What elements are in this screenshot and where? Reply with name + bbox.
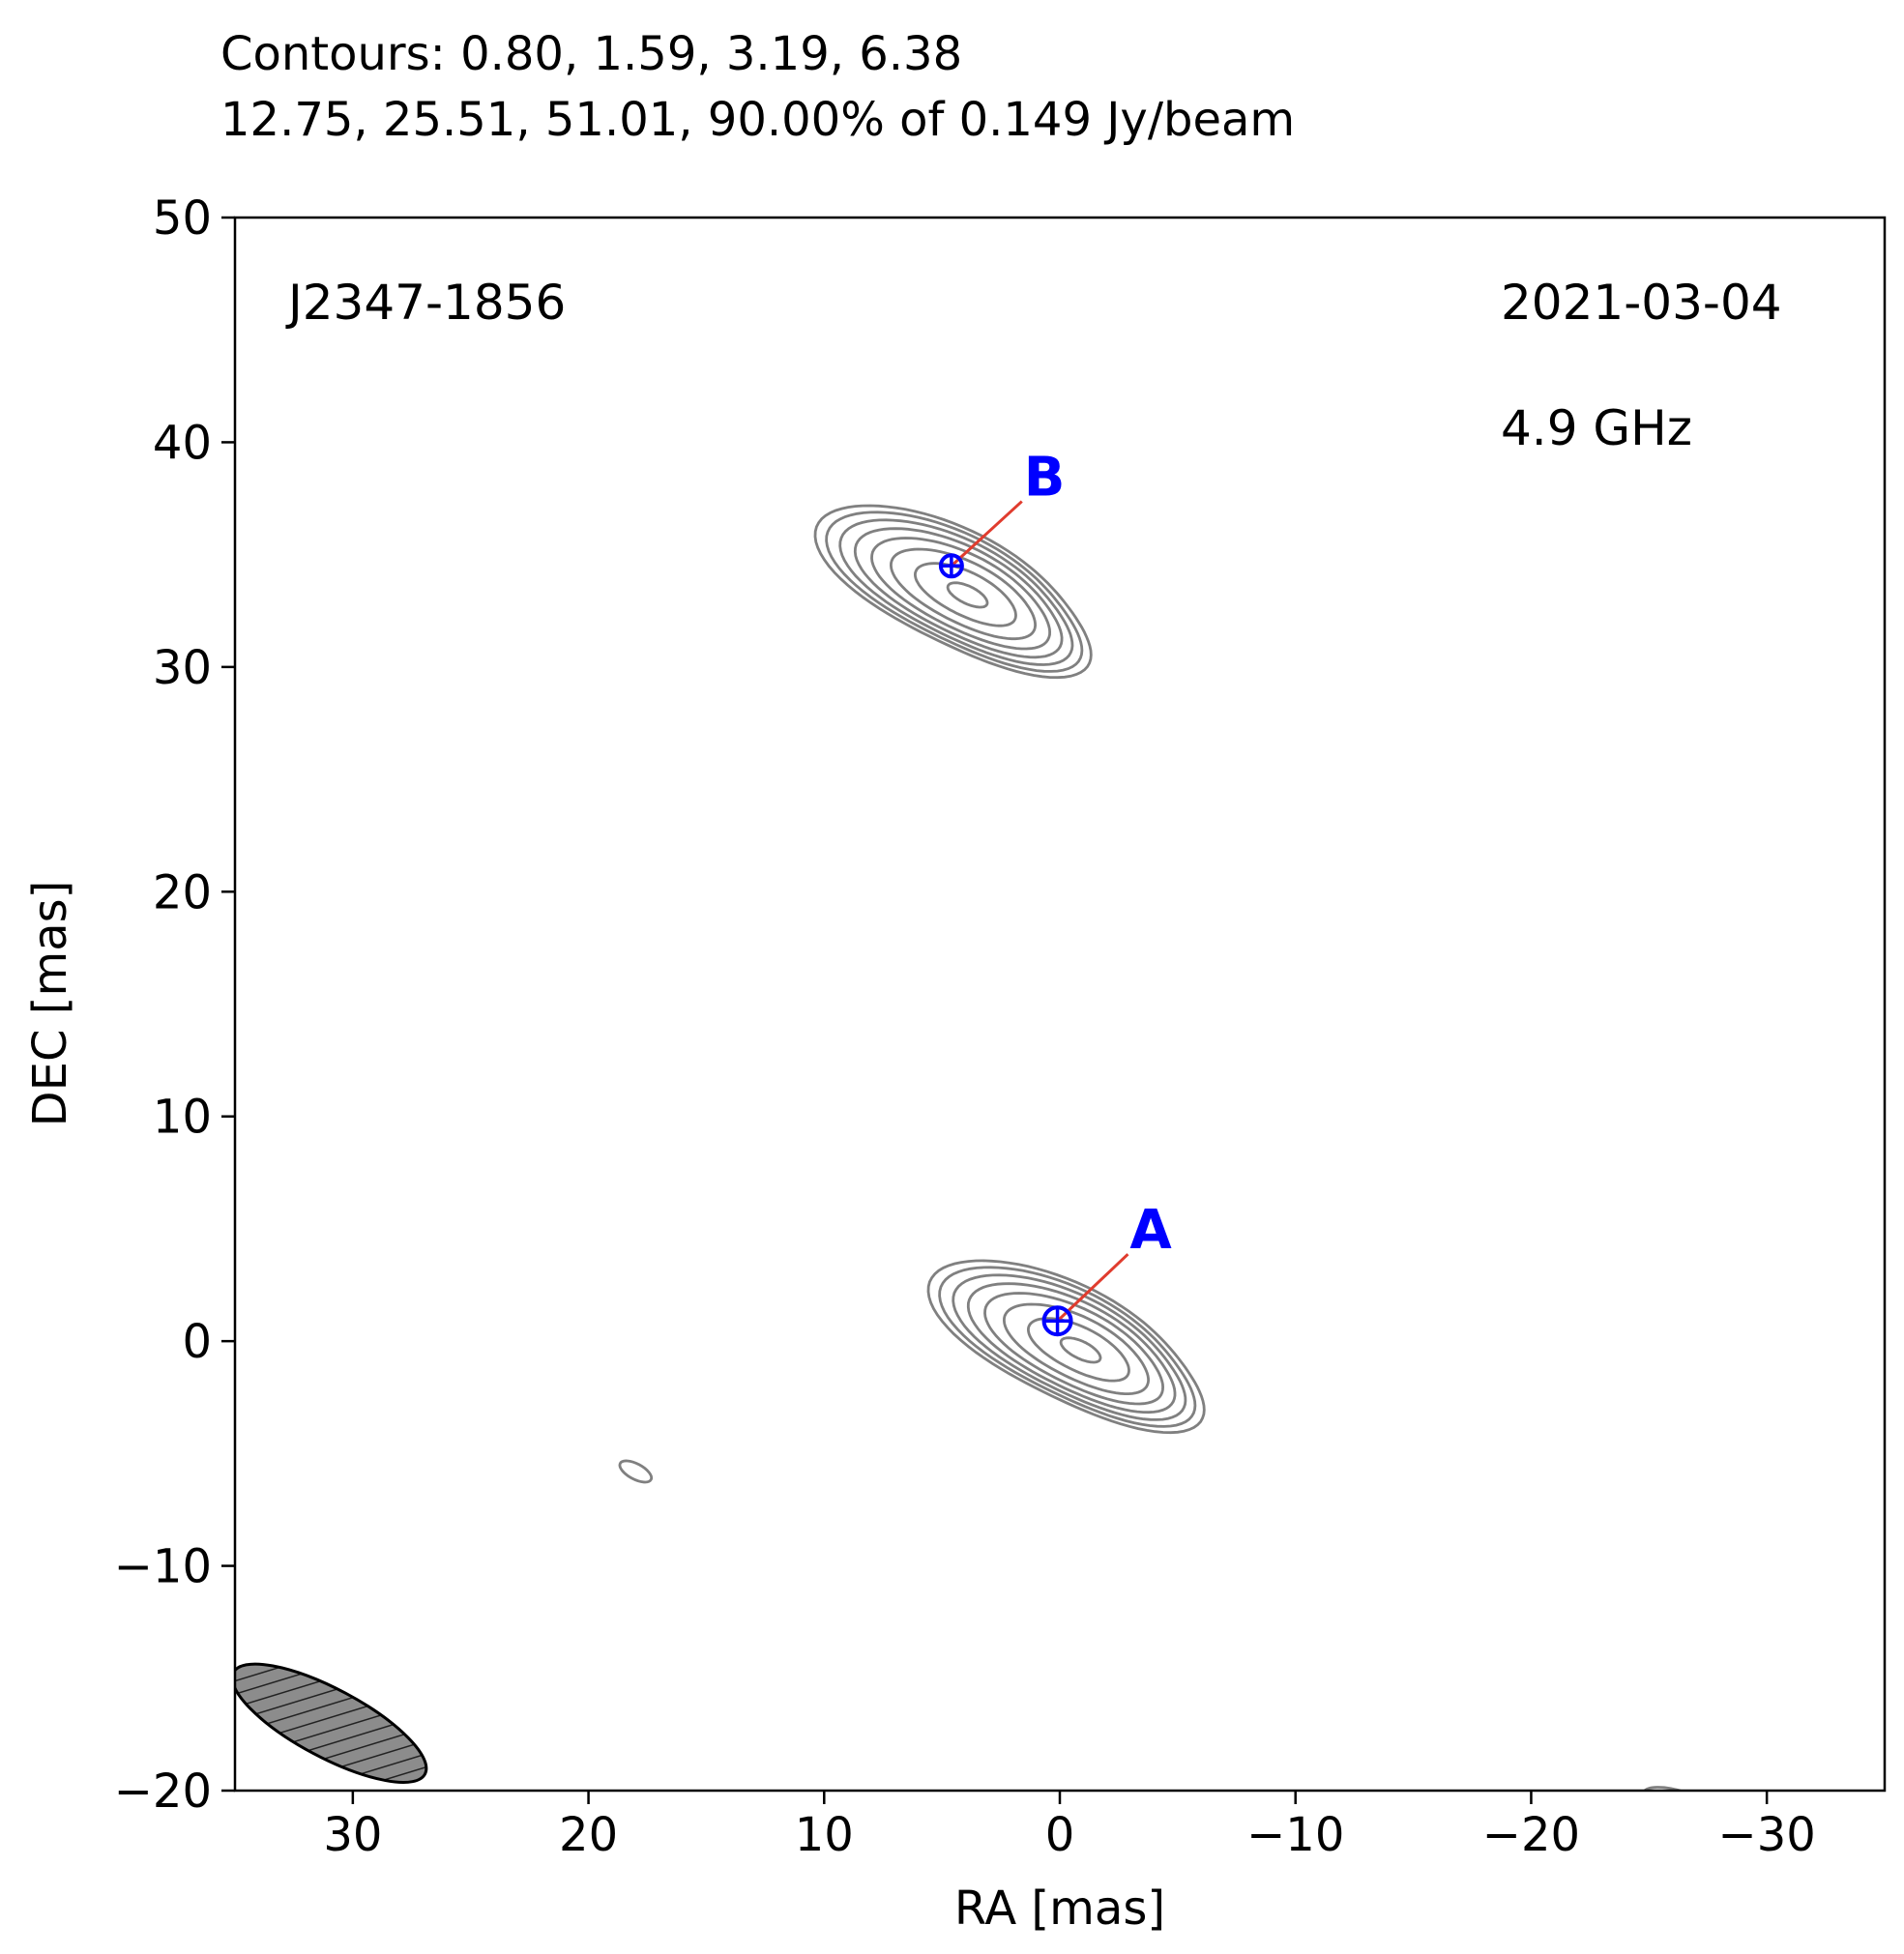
y-tick-label: −20 <box>114 1764 212 1819</box>
y-tick-label: 0 <box>182 1315 212 1369</box>
y-tick-label: −10 <box>114 1540 212 1594</box>
y-axis-label: DEC [mas] <box>23 881 77 1127</box>
contour-level-8 <box>946 581 989 609</box>
contour-level-6 <box>1002 1302 1151 1395</box>
y-tick-label: 40 <box>153 416 212 470</box>
noise-contour <box>1641 1786 1719 1791</box>
component-connector-line <box>950 500 1023 568</box>
contour-level-1 <box>813 504 1093 680</box>
contour-level-8 <box>1059 1336 1102 1364</box>
plot-frame <box>233 216 1887 1793</box>
y-tick-label: 30 <box>153 641 212 695</box>
x-tick-label: 30 <box>323 1808 382 1862</box>
x-axis: 30 20 10 0 −10 −20 −30 <box>323 1791 1816 1862</box>
observation-date-label: 2021-03-04 <box>1501 275 1782 331</box>
frequency-label: 4.9 GHz <box>1501 400 1692 456</box>
contour-level-6 <box>889 547 1038 641</box>
x-tick-label: −20 <box>1482 1808 1580 1862</box>
contour-level-1 <box>926 1259 1206 1435</box>
x-tick-label: 20 <box>559 1808 618 1862</box>
contour-level-3 <box>838 518 1074 666</box>
x-tick-label: 10 <box>795 1808 854 1862</box>
source-name-label: J2347-1856 <box>285 275 566 331</box>
y-tick-label: 20 <box>153 865 212 919</box>
contour-level-3 <box>952 1273 1187 1421</box>
contour-level-5 <box>983 1292 1165 1406</box>
y-tick-label: 10 <box>153 1091 212 1145</box>
chart-title-line2: 12.75, 25.51, 51.01, 90.00% of 0.149 Jy/… <box>220 93 1295 147</box>
y-axis: −20 −10 0 10 20 30 40 50 <box>114 191 235 1819</box>
contour-level-5 <box>870 537 1052 651</box>
x-tick-label: −10 <box>1246 1808 1344 1862</box>
x-tick-label: −30 <box>1717 1808 1815 1862</box>
component-label: A <box>1129 1199 1172 1262</box>
plot-area: AB <box>235 447 1719 1791</box>
component-label: B <box>1024 447 1066 510</box>
contour-level-2 <box>825 510 1084 673</box>
beam-ellipse <box>235 1662 428 1784</box>
chart-title-line1: Contours: 0.80, 1.59, 3.19, 6.38 <box>220 27 962 81</box>
contour-level-4 <box>853 527 1064 659</box>
contour-level-4 <box>966 1282 1177 1414</box>
y-tick-label: 50 <box>153 191 212 246</box>
x-axis-label: RA [mas] <box>954 1881 1165 1936</box>
noise-contour <box>618 1459 654 1484</box>
contour-level-2 <box>938 1266 1197 1428</box>
component-connector-line <box>1056 1253 1129 1323</box>
x-tick-label: 0 <box>1045 1808 1075 1862</box>
